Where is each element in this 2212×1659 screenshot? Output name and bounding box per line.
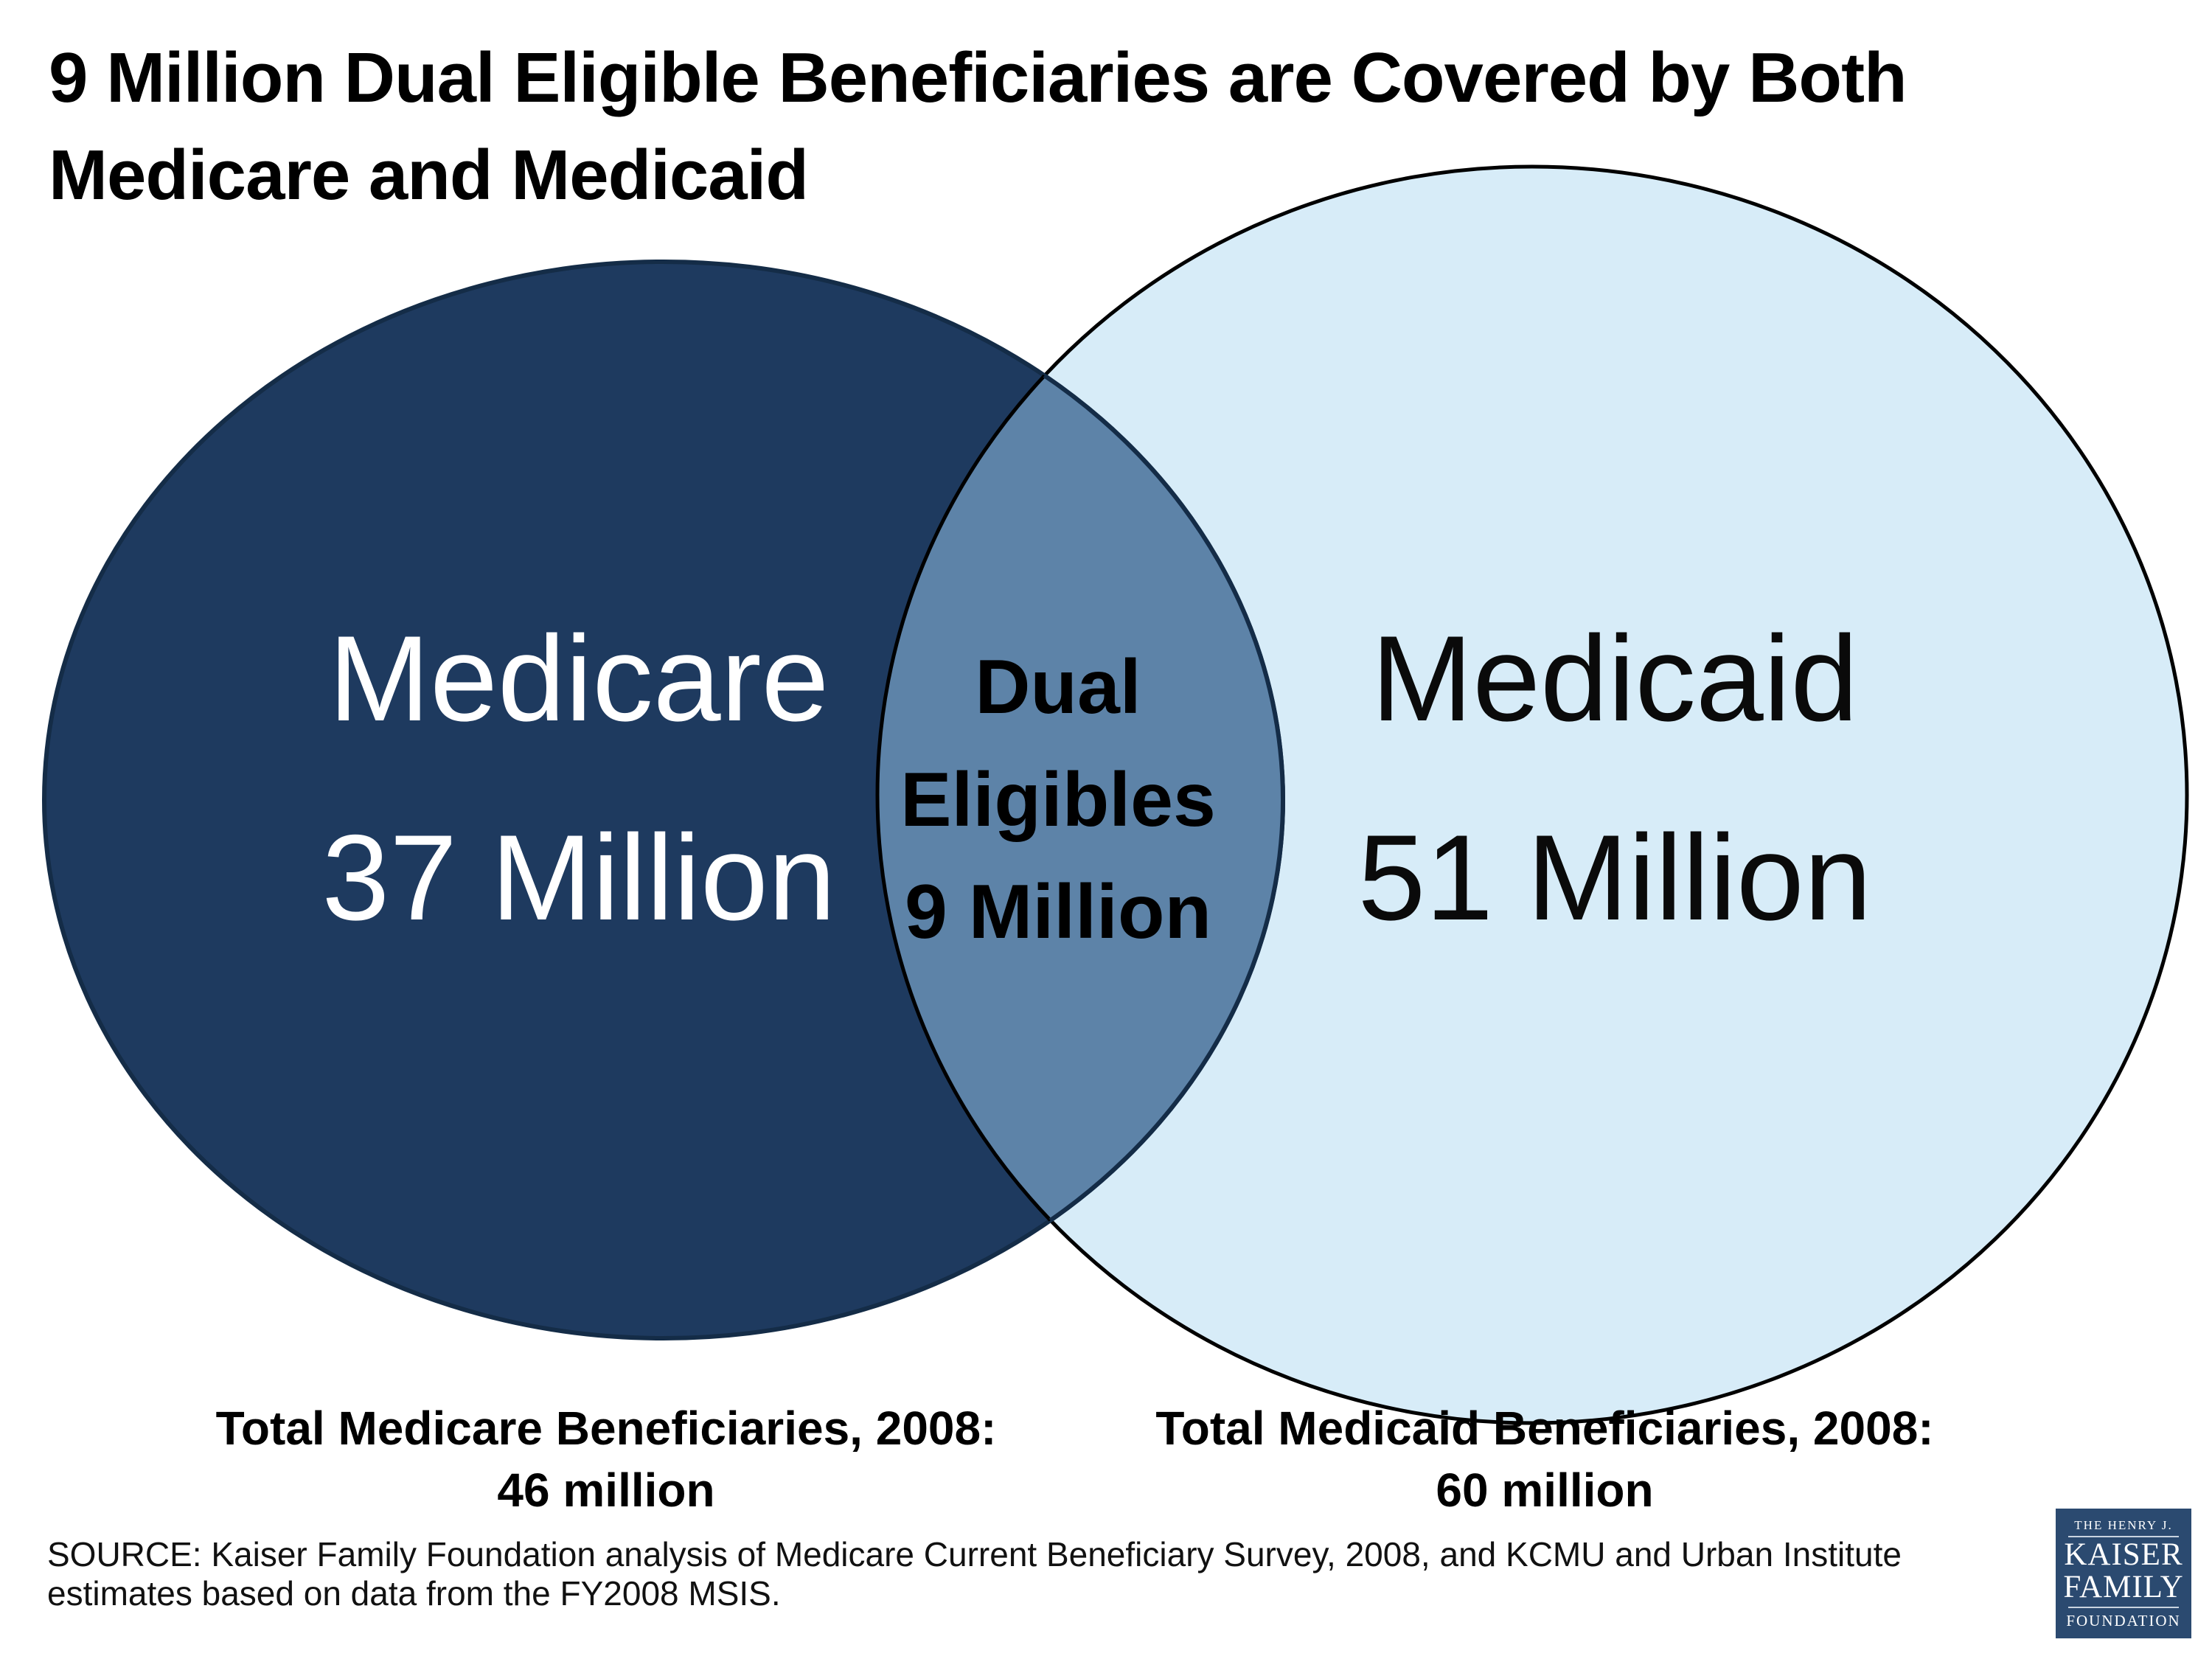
- kff-logo-foundation: FOUNDATION: [2066, 1611, 2181, 1630]
- medicaid-name: Medicaid: [1371, 610, 1859, 746]
- chart-title: 9 Million Dual Eligible Beneficiaries ar…: [49, 29, 1907, 224]
- medicare-total-line2: 46 million: [497, 1464, 715, 1517]
- kff-logo-henry-j: THE HENRY J.: [2074, 1518, 2173, 1533]
- medicare-total-line1: Total Medicare Beneficiaries, 2008:: [215, 1402, 997, 1455]
- medicaid-value: 51 Million: [1357, 809, 1872, 945]
- kff-logo-kaiser: KAISER: [2064, 1537, 2183, 1573]
- medicaid-total-label: Total Medicaid Beneficiaries, 2008: 60 m…: [1029, 1397, 2061, 1522]
- medicaid-label: Medicaid 51 Million: [1135, 612, 2094, 944]
- medicare-total-label: Total Medicare Beneficiaries, 2008: 46 m…: [90, 1397, 1122, 1522]
- dual-eligibles-line2: Eligibles: [900, 757, 1216, 843]
- kff-logo-rule-bottom: [2068, 1606, 2179, 1608]
- kff-logo-family: FAMILY: [2063, 1570, 2184, 1604]
- medicaid-total-line1: Total Medicaid Beneficiaries, 2008:: [1155, 1402, 1934, 1455]
- dual-eligibles-value: 9 Million: [905, 869, 1211, 956]
- medicare-name: Medicare: [328, 610, 830, 746]
- chart-title-line1: 9 Million Dual Eligible Beneficiaries ar…: [49, 38, 1907, 117]
- medicare-circle-edge-in-overlap: [877, 260, 1285, 1340]
- kff-logo-rule-top: [2068, 1536, 2179, 1538]
- kff-logo: THE HENRY J. KAISER FAMILY FOUNDATION: [2056, 1509, 2191, 1638]
- source-line1: SOURCE: Kaiser Family Foundation analysi…: [47, 1535, 1902, 1573]
- source-line2: estimates based on data from the FY2008 …: [47, 1573, 781, 1613]
- dual-eligibles-label: Dual Eligibles 9 Million: [800, 619, 1316, 981]
- medicare-label: Medicare 37 Million: [136, 612, 1021, 944]
- dual-eligibles-line1: Dual: [975, 644, 1141, 730]
- medicare-value: 37 Million: [321, 809, 836, 945]
- source-note: SOURCE: Kaiser Family Foundation analysi…: [47, 1535, 1979, 1613]
- medicaid-total-line2: 60 million: [1436, 1464, 1654, 1517]
- chart-title-line2: Medicare and Medicaid: [49, 136, 809, 215]
